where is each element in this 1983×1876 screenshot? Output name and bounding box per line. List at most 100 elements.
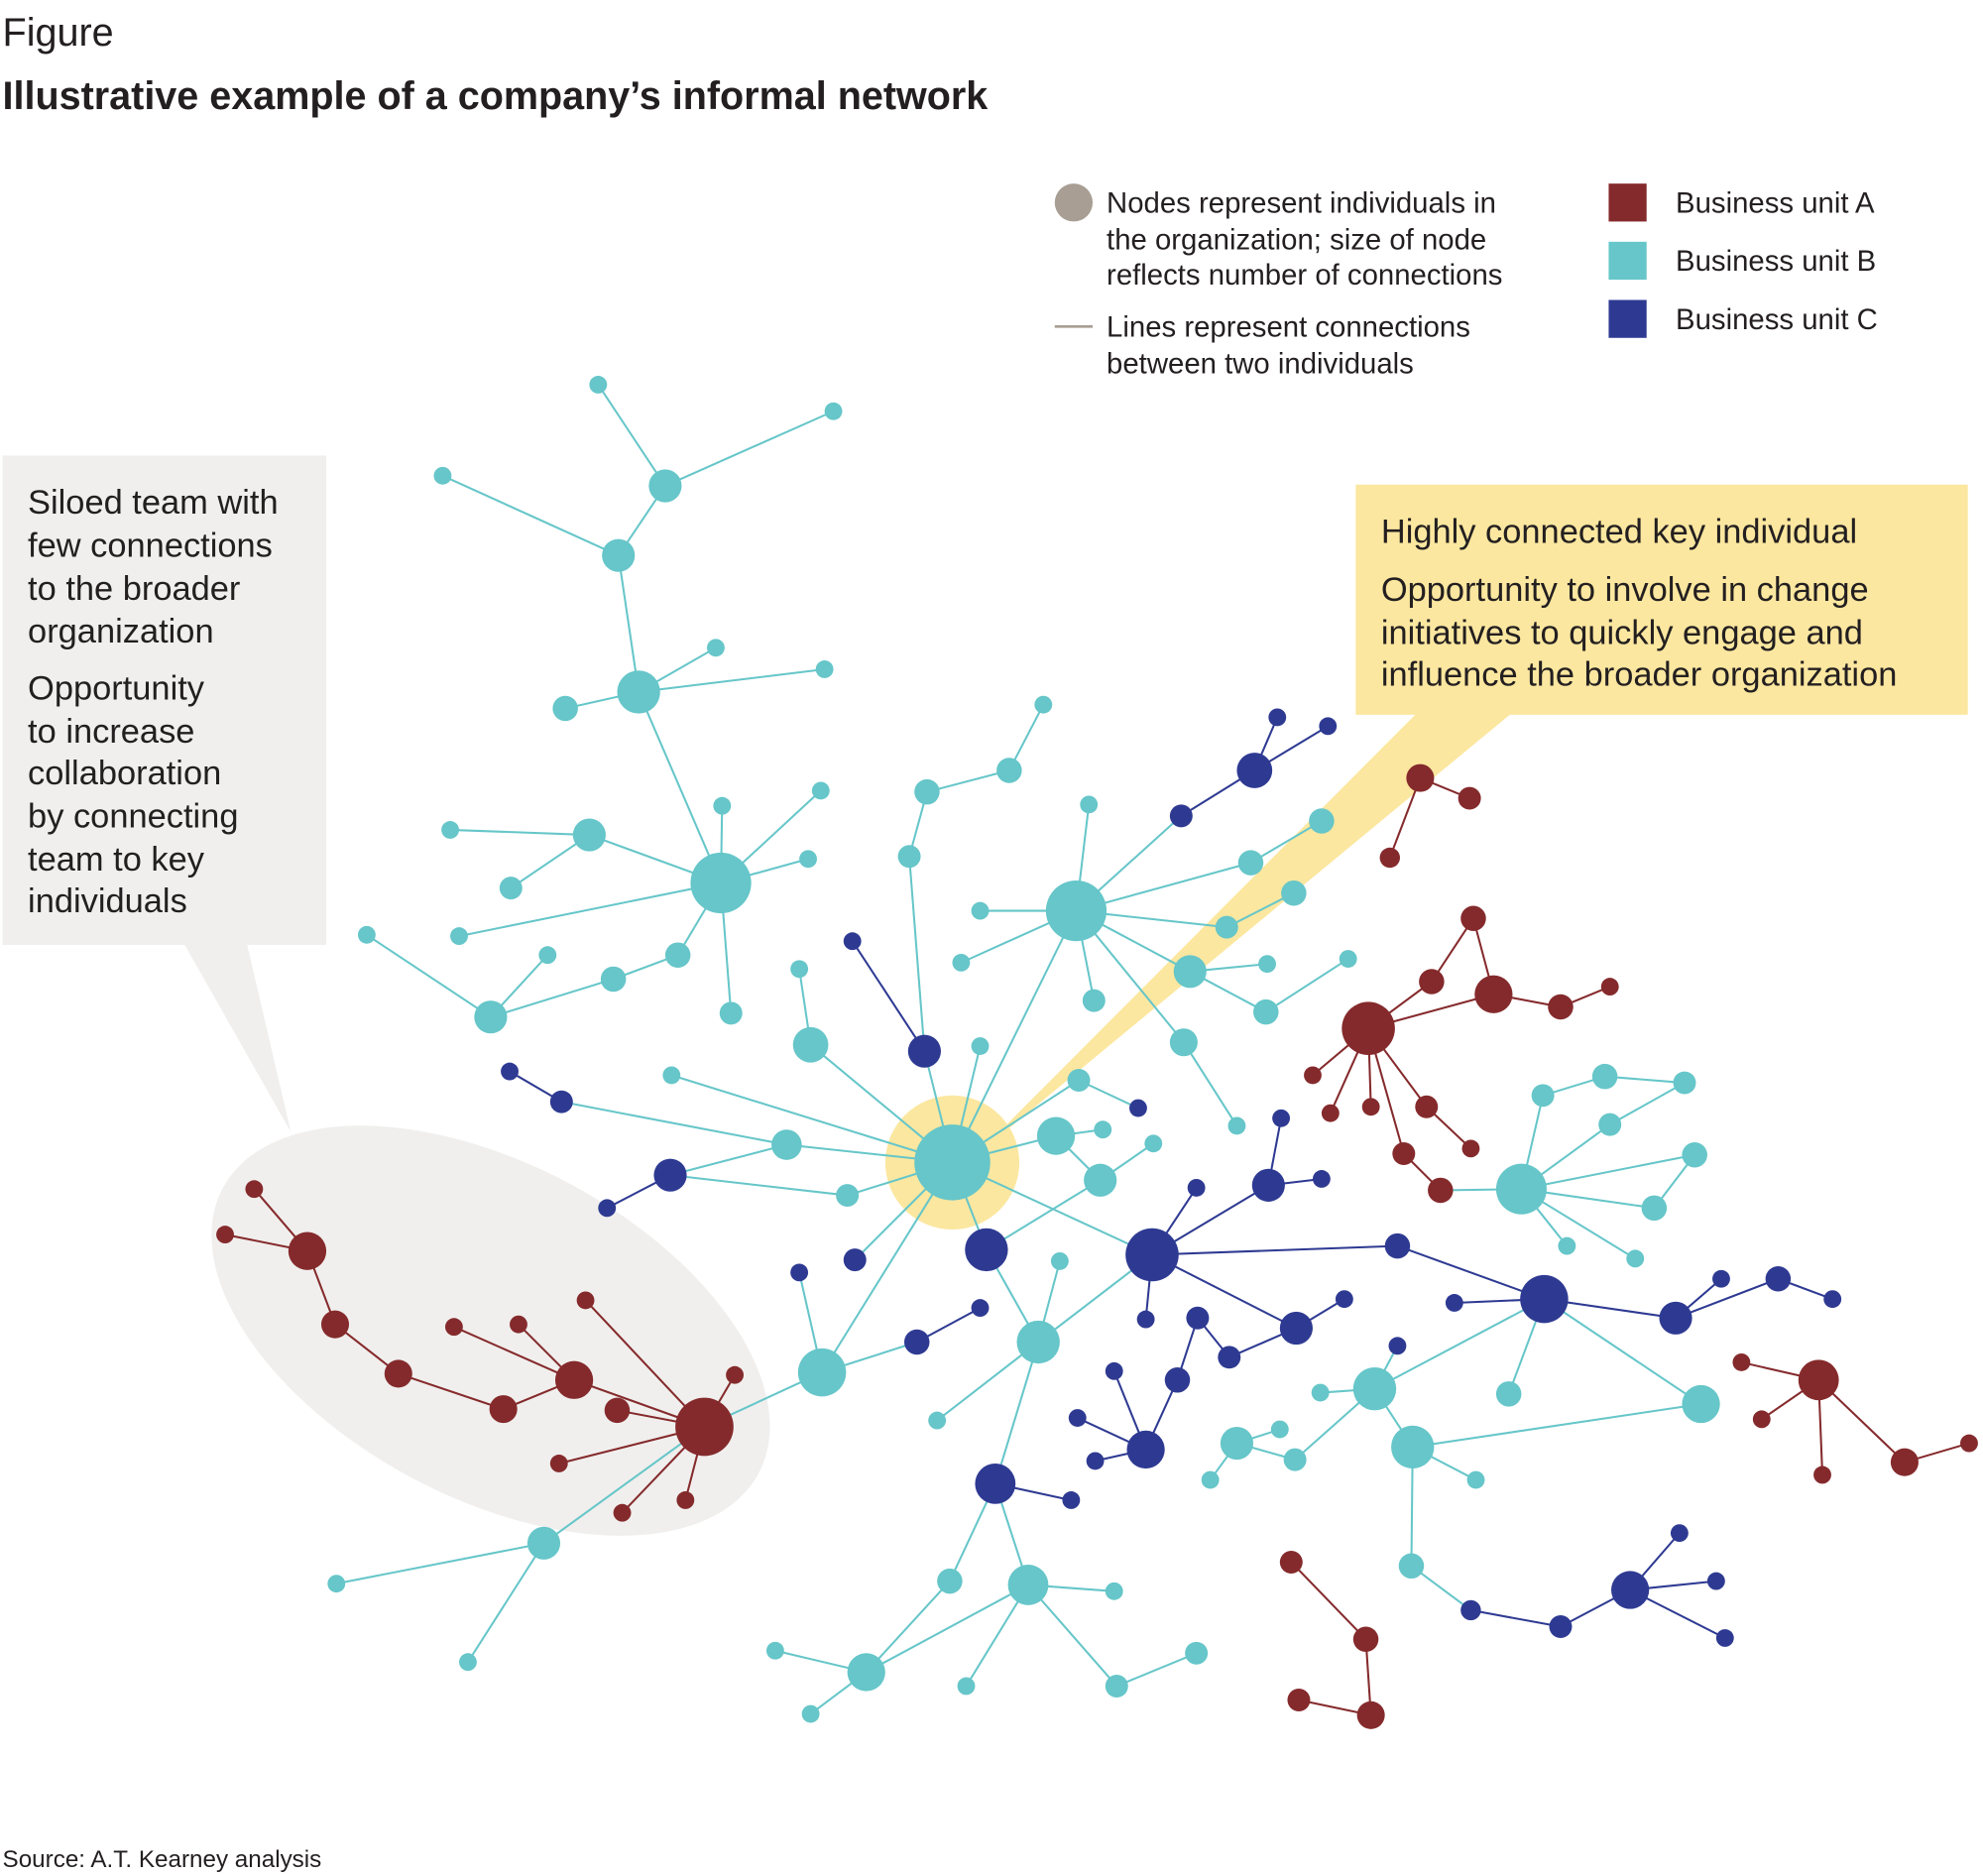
node-unit-c [1105,1361,1123,1380]
node-unit-b [1050,1251,1069,1270]
node-unit-a [489,1395,518,1424]
node-unit-b [617,670,660,714]
node-unit-a [676,1491,695,1509]
node-unit-b [1237,850,1264,876]
node-unit-c [843,932,862,951]
node-unit-b [459,1653,477,1672]
node-unit-b [664,942,691,968]
node-unit-c [975,1463,1016,1504]
node-unit-a [510,1315,527,1334]
connection-line [1521,1153,1695,1191]
node-unit-b [1034,695,1053,714]
node-unit-b [1682,1384,1720,1424]
connection-line [865,1580,951,1674]
node-unit-c [1319,717,1338,736]
node-unit-a [1890,1448,1919,1476]
key-individual-node [914,1124,991,1201]
connection-line [986,1179,1102,1251]
node-unit-b [662,1066,681,1085]
node-unit-c [1272,1109,1291,1127]
siloed-callout-box [2,455,327,946]
node-unit-b [1682,1141,1707,1168]
legend-swatch-unit-a [1608,183,1647,222]
node-unit-c [1659,1301,1692,1335]
node-unit-b [1391,1425,1435,1469]
node-unit-a [1279,1550,1303,1574]
node-unit-a [1352,1626,1379,1653]
node-unit-b [1007,1565,1049,1605]
legend-unit-a: Business unit A [1676,186,1875,219]
node-unit-b [1084,1163,1117,1197]
node-unit-c [1715,1629,1734,1647]
node-unit-c [1611,1571,1650,1609]
node-unit-c [790,1263,809,1282]
figure-label: Figure [3,11,114,55]
node-unit-b [600,966,627,993]
siloed-callout-text: Siloed team with few connections to the … [28,484,288,650]
node-unit-a [216,1226,234,1244]
source-note: Source: A.T. Kearney analysis [3,1846,322,1873]
connection-line [908,856,926,1052]
node-unit-b [928,1411,947,1430]
node-unit-a [1341,1001,1395,1055]
legend-nodes-text: Nodes represent individuals in the organ… [1107,186,1504,292]
connection-line [1115,1652,1198,1688]
node-unit-c [598,1199,617,1218]
node-unit-c [1445,1294,1463,1312]
node-unit-b [602,538,636,572]
connection-line [561,1101,787,1146]
connection-line [1470,1608,1562,1628]
node-unit-a [1356,1700,1385,1729]
node-unit-c [1186,1306,1210,1330]
key-callout-heading: Highly connected key individual [1381,513,1857,550]
siloed-callout-tail [182,942,292,1132]
legend-swatch-unit-b [1608,241,1647,281]
siloed-callout-shapes [2,455,770,1536]
node-unit-b [1144,1134,1163,1153]
node-unit-b [690,852,752,914]
node-unit-c [1126,1430,1165,1469]
node-unit-b [1283,1448,1307,1471]
node-unit-b [1067,1069,1091,1092]
node-unit-b [1253,998,1279,1025]
node-unit-b [836,1184,860,1208]
node-unit-b [996,758,1022,783]
connection-line [851,940,926,1052]
node-unit-b [1339,950,1357,968]
connection-line [597,384,666,487]
connection-line [1265,958,1349,1013]
node-unit-b [1045,879,1108,942]
node-unit-c [1460,1599,1481,1621]
key-callout-opportunity: Opportunity to involve in change initiat… [1381,571,1898,693]
node-unit-b [713,796,732,815]
connection-line [1412,1403,1701,1449]
node-unit-a [1813,1466,1831,1484]
node-unit-b [1185,1641,1209,1665]
node-unit-b [799,850,817,869]
node-unit-c [1520,1274,1569,1324]
node-unit-b [1495,1163,1547,1215]
node-unit-a [1304,1066,1322,1085]
node-unit-a [1474,975,1513,1013]
node-unit-a [549,1455,568,1472]
node-unit-c [653,1158,687,1192]
node-unit-a [245,1180,264,1199]
node-unit-b [1626,1249,1645,1268]
connection-line [993,1342,1040,1484]
node-unit-c [1765,1265,1792,1292]
node-unit-c [1164,1367,1191,1393]
node-unit-c [1549,1615,1573,1638]
node-unit-c [1251,1168,1285,1202]
node-unit-c [549,1090,573,1114]
siloed-callout-opportunity: Opportunity to increase collaboration by… [28,670,248,920]
node-unit-b [433,466,452,485]
node-unit-a [576,1291,595,1310]
node-unit-b [971,1037,990,1055]
node-unit-a [1460,905,1486,931]
node-unit-b [1270,1420,1289,1439]
connection-line [670,1074,953,1164]
connection-line [1290,1561,1367,1640]
legend-unit-c: Business unit C [1676,303,1878,336]
node-unit-a [726,1365,744,1384]
node-unit-a [675,1397,734,1457]
